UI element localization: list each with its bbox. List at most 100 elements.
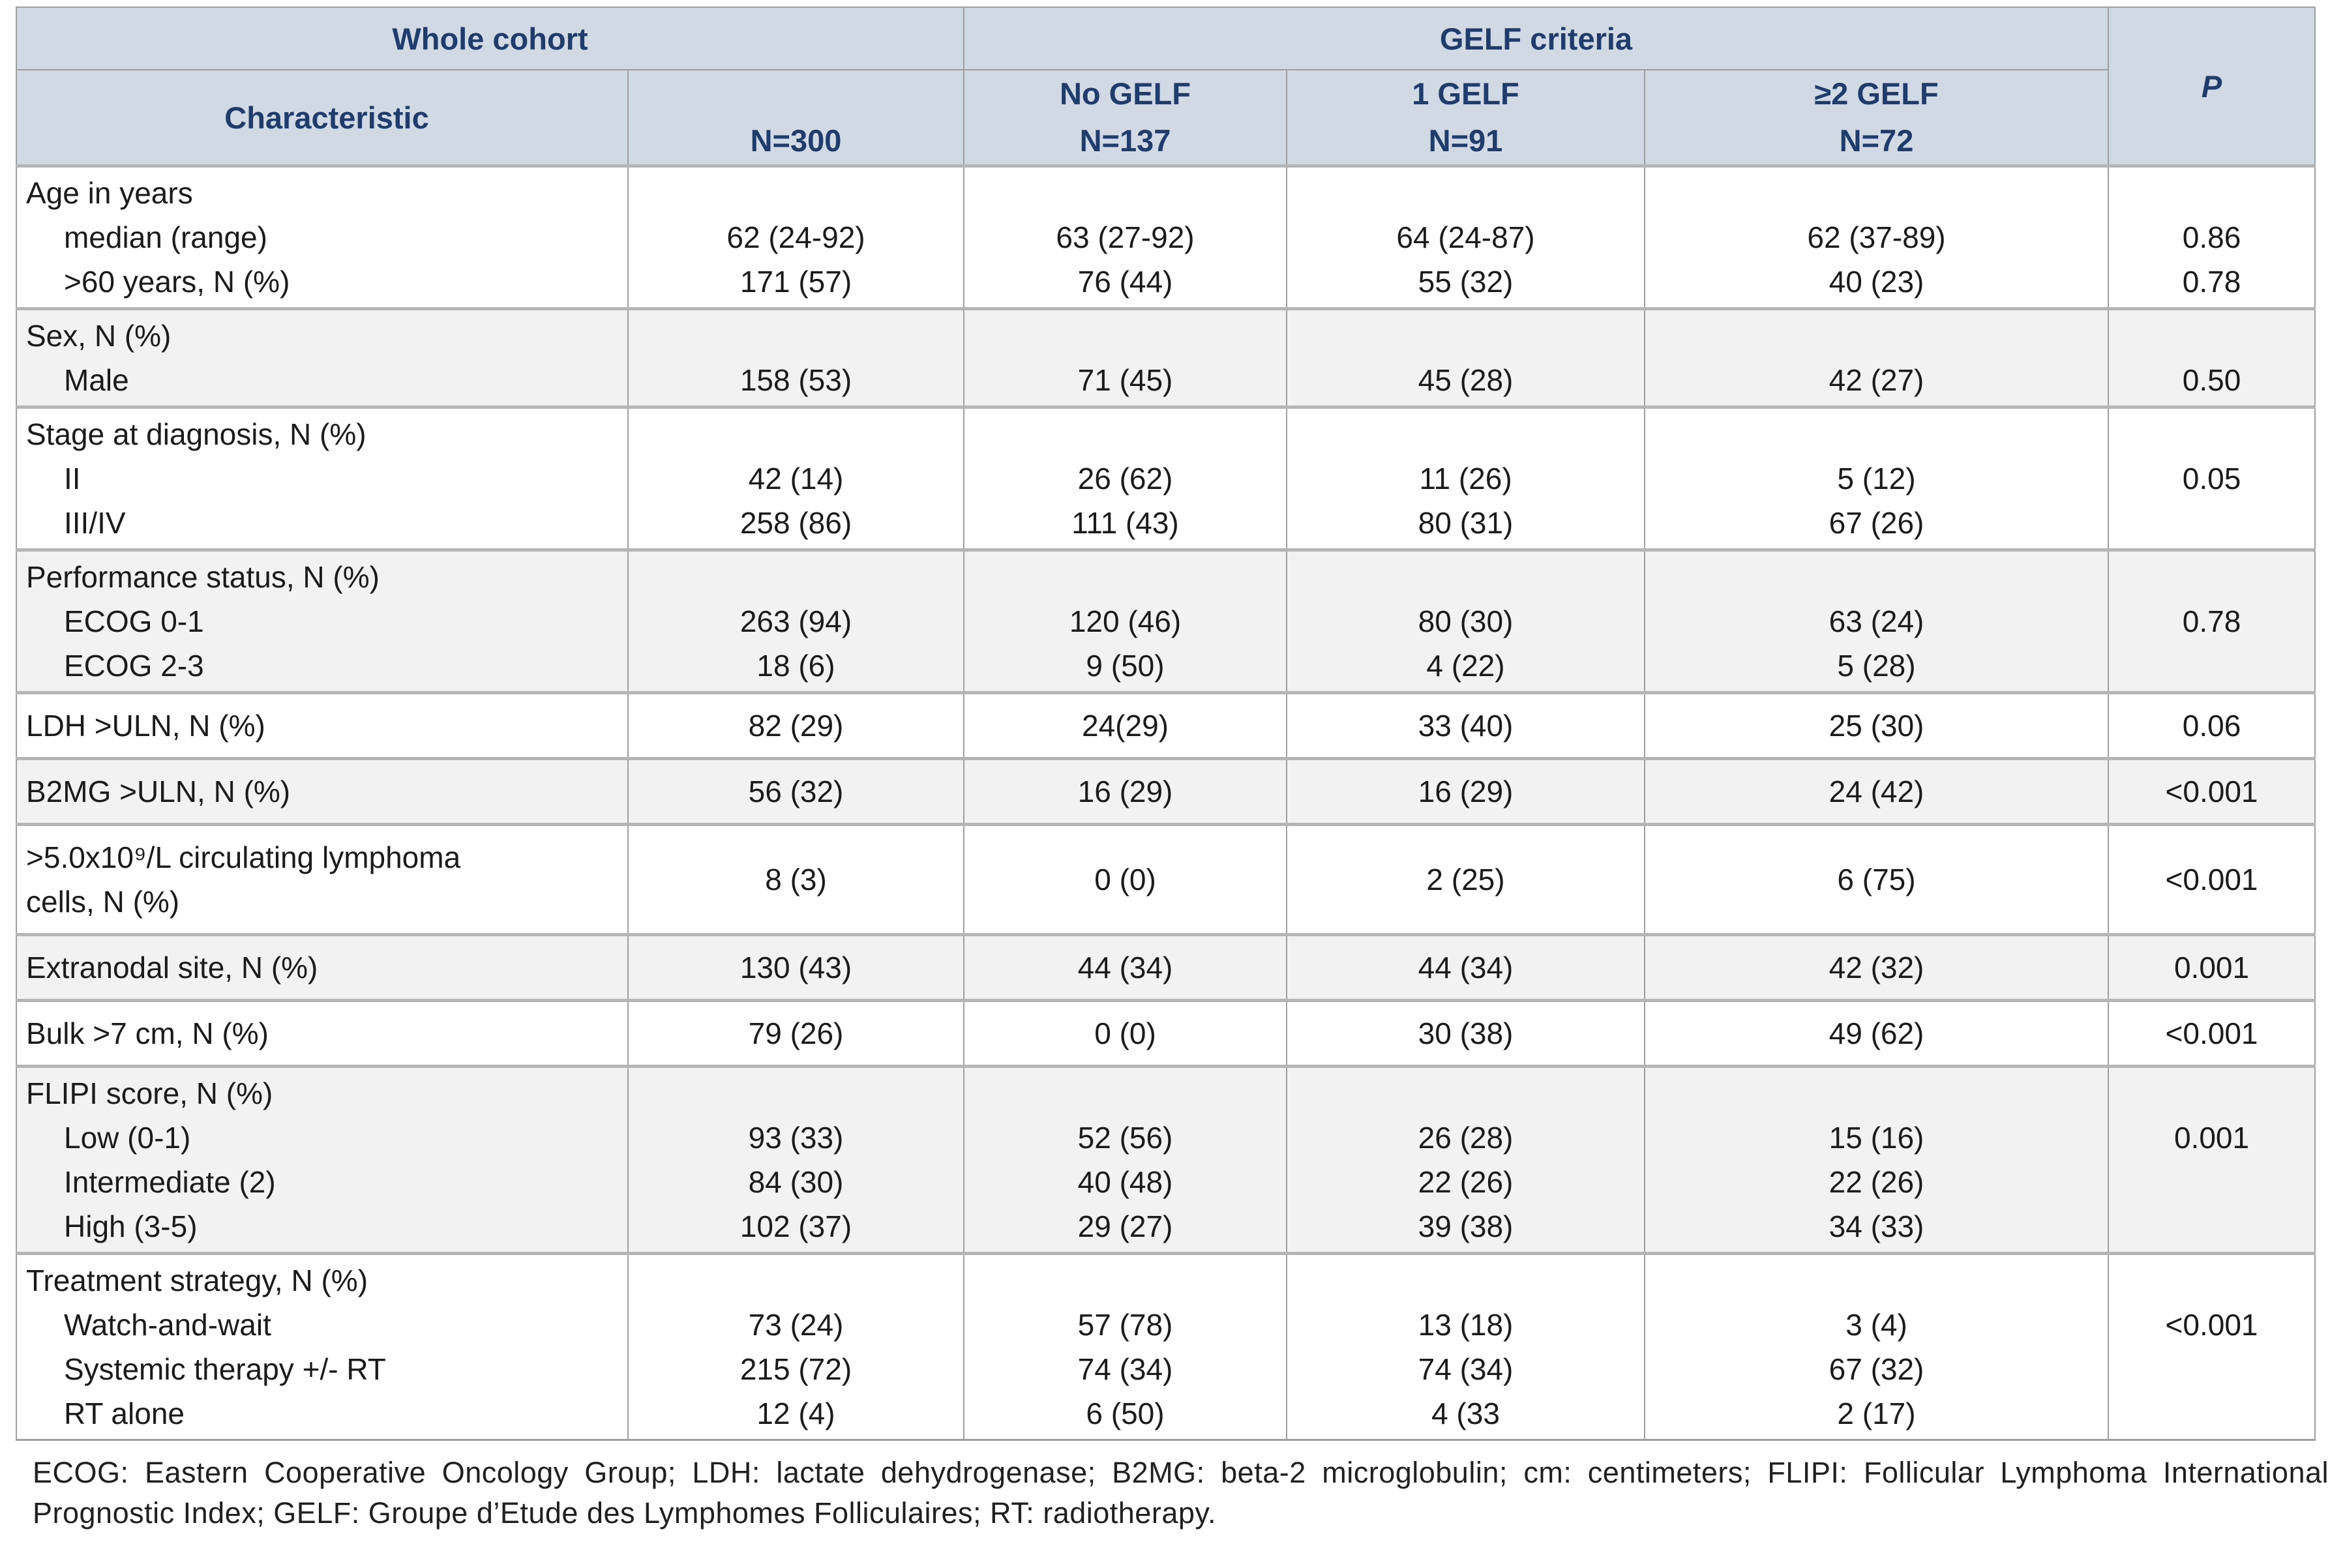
cell-whole: 263 (94) 18 (6)	[627, 548, 964, 694]
cell-label: Extranodal site, N (%)	[16, 933, 629, 1001]
value-line	[965, 171, 1285, 215]
value-line: 3 (4)	[1845, 1308, 1907, 1342]
value: 0 (0)	[1094, 1016, 1156, 1050]
value-line: 15 (16)	[1829, 1121, 1924, 1155]
header-subrow: Characteristic N=300 No GELF N=137 1 GEL…	[16, 69, 2315, 167]
header-whole-cohort: Whole cohort	[16, 7, 964, 70]
value-line: 62 (37-89)	[1807, 220, 1946, 254]
row-label-line: Bulk >7 cm, N (%)	[26, 1016, 269, 1050]
value-line: 11 (26)	[1419, 462, 1512, 496]
value-line: 22 (26)	[1829, 1165, 1924, 1199]
value-line	[1646, 555, 2107, 599]
cell-one_gelf: 44 (34)	[1286, 933, 1645, 1001]
value-line	[629, 1258, 963, 1303]
table-row: LDH >ULN, N (%) 82 (29) 24(29) 33 (40) 25 (3…	[16, 691, 2316, 760]
value-line: 26 (62)	[1077, 462, 1173, 496]
cell-p: 0.001	[2108, 1065, 2316, 1254]
cell-p: 0.05	[2108, 406, 2316, 551]
header-2-gelf: ≥2 GELF N=72	[1643, 69, 2110, 167]
value-line: 2 (17)	[1837, 1397, 1916, 1430]
cell-two_gelf: 42 (32)	[1643, 933, 2110, 1001]
value-line: 12 (4)	[756, 1397, 835, 1430]
row-label-line: cells, N (%)	[26, 885, 180, 919]
value-line	[1646, 171, 2107, 215]
cell-whole: 93 (33) 84 (30) 102 (37)	[627, 1065, 964, 1254]
value-line: 67 (26)	[1829, 506, 1924, 540]
cell-one_gelf: 11 (26) 80 (31)	[1286, 406, 1645, 551]
value-line: 0.78	[2182, 265, 2241, 299]
cell-one_gelf: 33 (40)	[1286, 691, 1645, 760]
table-header: Whole cohort GELF criteria P Characteris…	[16, 7, 2316, 167]
header-1-gelf-n: N=91	[1428, 123, 1503, 158]
value-line: 57 (78)	[1077, 1308, 1173, 1342]
row-label-line: Watch-and-wait	[64, 1308, 271, 1342]
value-line: 84 (30)	[748, 1165, 844, 1199]
cell-whole: 79 (26)	[627, 999, 964, 1067]
cell-two_gelf: 63 (24) 5 (28)	[1643, 548, 2110, 694]
cell-label: Stage at diagnosis, N (%) II III/IV	[16, 406, 629, 551]
cell-one_gelf: 26 (28) 22 (26) 39 (38)	[1286, 1065, 1645, 1254]
cell-p: 0.001	[2108, 933, 2316, 1001]
cell-no_gelf: 0 (0)	[963, 999, 1287, 1067]
value-line	[965, 1258, 1285, 1303]
value-line: 0.86	[2182, 220, 2241, 254]
row-label-line: Performance status, N (%)	[26, 560, 380, 594]
value-line: 74 (34)	[1077, 1352, 1173, 1386]
cell-one_gelf: 30 (38)	[1286, 999, 1645, 1067]
header-no-gelf-n: N=137	[1079, 123, 1171, 158]
value-line: 0.50	[2182, 363, 2241, 397]
value-line: 215 (72)	[739, 1352, 852, 1386]
value-line	[1288, 1071, 1643, 1116]
value-line: 6 (50)	[1086, 1397, 1165, 1430]
value-line: 73 (24)	[748, 1308, 844, 1342]
value-line	[2110, 314, 2314, 358]
value-line: 4 (22)	[1426, 649, 1505, 683]
value: 49 (62)	[1829, 1016, 1924, 1050]
cell-label: >5.0x10⁹/L circulating lymphoma cells, N …	[16, 823, 629, 936]
row-label-line: Treatment strategy, N (%)	[26, 1264, 368, 1297]
row-label-line: >60 years, N (%)	[64, 265, 290, 299]
value-line	[2110, 1160, 2314, 1204]
value-line: 158 (53)	[739, 363, 852, 397]
cell-two_gelf: 49 (62)	[1643, 999, 2110, 1067]
row-label-line: ECOG 2-3	[64, 649, 204, 683]
value: 33 (40)	[1418, 709, 1514, 743]
row-label-line: Systemic therapy +/- RT	[64, 1352, 386, 1386]
value-line	[1646, 1258, 2107, 1303]
cell-two_gelf: 42 (27)	[1643, 307, 2110, 408]
cell-label: Bulk >7 cm, N (%)	[16, 999, 629, 1067]
page: Whole cohort GELF criteria P Characteris…	[16, 7, 2329, 1530]
cell-no_gelf: 120 (46) 9 (50)	[963, 548, 1287, 694]
value: 82 (29)	[748, 709, 844, 743]
row-label-line: Male	[64, 363, 129, 397]
cell-label: Treatment strategy, N (%) Watch-and-wait S…	[16, 1252, 629, 1441]
table-row: Bulk >7 cm, N (%) 79 (26) 0 (0) 30 (38) 49 (…	[16, 999, 2316, 1067]
value: 44 (34)	[1418, 951, 1514, 984]
value: <0.001	[2165, 775, 2258, 808]
value-line: 62 (24-92)	[726, 220, 865, 254]
value-line	[965, 314, 1285, 358]
row-label-line: Age in years	[26, 176, 193, 210]
cell-p: 0.86 0.78	[2108, 164, 2316, 310]
row-label-line: Low (0-1)	[64, 1121, 191, 1155]
value-line: 13 (18)	[1418, 1308, 1514, 1342]
cell-two_gelf: 5 (12) 67 (26)	[1643, 406, 2110, 551]
cell-no_gelf: 52 (56) 40 (48) 29 (27)	[963, 1065, 1287, 1254]
cell-whole: 130 (43)	[627, 933, 964, 1001]
value-line: 18 (6)	[756, 649, 835, 683]
header-2-gelf-label: ≥2 GELF	[1814, 76, 1939, 111]
table-row: Sex, N (%) Male 158 (53) 71 (45) 45 (28) 42 (…	[16, 307, 2316, 408]
value-line: 80 (31)	[1418, 506, 1514, 540]
value: 24(29)	[1082, 709, 1169, 743]
value-line	[1288, 314, 1643, 358]
cell-no_gelf: 24(29)	[963, 691, 1287, 760]
value-line: 26 (28)	[1418, 1121, 1514, 1155]
value-line	[629, 314, 963, 358]
value-line	[1288, 1258, 1643, 1303]
row-label-line: III/IV	[64, 506, 126, 540]
cell-one_gelf: 13 (18) 74 (34) 4 (33	[1286, 1252, 1645, 1441]
table-row: Treatment strategy, N (%) Watch-and-wait S…	[16, 1252, 2316, 1441]
value-line	[2110, 1391, 2314, 1436]
value: 79 (26)	[748, 1016, 844, 1050]
value-line: 67 (32)	[1829, 1352, 1924, 1386]
